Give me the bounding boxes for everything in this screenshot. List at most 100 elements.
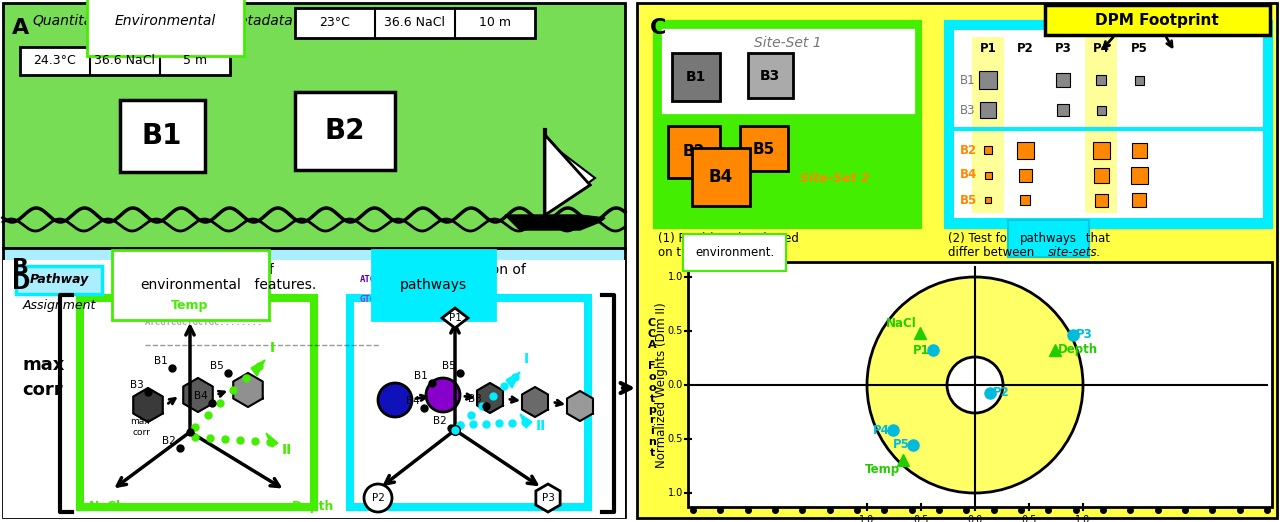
Polygon shape	[183, 378, 212, 412]
Text: Metadata: Metadata	[228, 14, 293, 28]
Text: ATGCTCTGCCGCGC........: ATGCTCTGCCGCGC........	[145, 298, 264, 307]
Text: 0.5: 0.5	[668, 434, 684, 444]
Text: Normalized Weights (Dim II): Normalized Weights (Dim II)	[655, 302, 668, 468]
Text: Pathway: Pathway	[29, 274, 88, 287]
FancyBboxPatch shape	[3, 248, 625, 517]
Text: environment.: environment.	[695, 246, 774, 259]
FancyBboxPatch shape	[3, 260, 625, 518]
Text: B5: B5	[443, 361, 456, 371]
Text: B1: B1	[142, 122, 182, 150]
Text: P1: P1	[448, 313, 461, 323]
Circle shape	[378, 383, 412, 417]
Text: ATCGTTTTTGGG......: ATCGTTTTTGGG......	[145, 278, 242, 287]
Text: Environmental: Environmental	[115, 14, 216, 28]
FancyBboxPatch shape	[946, 22, 1271, 227]
FancyBboxPatch shape	[84, 302, 310, 503]
FancyBboxPatch shape	[294, 8, 535, 38]
Text: A: A	[12, 18, 29, 38]
FancyBboxPatch shape	[78, 296, 316, 509]
Text: P4: P4	[873, 423, 890, 436]
Polygon shape	[233, 373, 262, 407]
Polygon shape	[567, 391, 593, 421]
Text: NaCl: NaCl	[886, 317, 916, 330]
Text: P5: P5	[1130, 42, 1147, 54]
Text: max: max	[22, 356, 64, 374]
FancyBboxPatch shape	[1056, 73, 1070, 87]
Text: B3: B3	[960, 103, 975, 116]
Text: B5: B5	[960, 194, 977, 207]
Text: B4: B4	[406, 396, 420, 406]
FancyBboxPatch shape	[660, 27, 916, 115]
Text: features.: features.	[250, 278, 316, 292]
Text: max
corr: max corr	[131, 417, 150, 437]
Text: P4: P4	[1093, 42, 1110, 54]
Text: C
C
A
 
F
o
o
t
p
r
i
n
t: C C A F o o t p r i n t	[648, 318, 657, 458]
Circle shape	[426, 378, 460, 412]
Text: 24.3°C: 24.3°C	[33, 54, 77, 67]
Text: Assignment: Assignment	[22, 299, 96, 312]
Polygon shape	[477, 383, 503, 413]
Text: B3: B3	[468, 394, 483, 404]
Text: GTGTCATTATCTCT.......: GTGTCATTATCTCT.......	[360, 295, 472, 304]
FancyBboxPatch shape	[1132, 167, 1148, 184]
FancyBboxPatch shape	[1132, 193, 1146, 207]
Text: corr: corr	[22, 381, 63, 399]
Circle shape	[364, 484, 392, 512]
Text: NaCl: NaCl	[88, 500, 122, 513]
Text: B4: B4	[709, 168, 733, 186]
Text: II: II	[536, 419, 547, 433]
FancyBboxPatch shape	[1018, 142, 1034, 159]
Polygon shape	[506, 372, 520, 388]
Text: 10 m: 10 m	[479, 17, 511, 30]
FancyBboxPatch shape	[1044, 5, 1270, 35]
Text: 36.6 NaCl: 36.6 NaCl	[95, 54, 155, 67]
Text: on the: on the	[658, 246, 700, 259]
Text: Temp: Temp	[172, 299, 209, 312]
FancyBboxPatch shape	[1097, 106, 1106, 115]
FancyBboxPatch shape	[660, 118, 916, 223]
Text: P5: P5	[893, 438, 910, 452]
Text: B2: B2	[163, 436, 177, 446]
Text: DPM Footprint: DPM Footprint	[1096, 13, 1219, 28]
Text: ATGCTCTCTCTC.........: ATGCTCTCTCTC.........	[360, 275, 472, 284]
Text: that: that	[1082, 232, 1110, 245]
Text: B1: B1	[686, 70, 707, 84]
FancyBboxPatch shape	[1135, 76, 1144, 85]
FancyBboxPatch shape	[972, 37, 1004, 213]
FancyBboxPatch shape	[655, 22, 920, 227]
FancyBboxPatch shape	[637, 3, 1277, 518]
Text: P2: P2	[371, 493, 384, 503]
FancyBboxPatch shape	[668, 126, 719, 178]
Text: Quantitative: Quantitative	[32, 14, 118, 28]
FancyBboxPatch shape	[1020, 195, 1030, 205]
Text: P1: P1	[913, 343, 931, 357]
FancyBboxPatch shape	[355, 302, 584, 503]
Text: 36.6 NaCl: 36.6 NaCl	[384, 17, 445, 30]
Text: 23°C: 23°C	[320, 17, 351, 30]
FancyBboxPatch shape	[294, 92, 396, 170]
FancyBboxPatch shape	[954, 30, 1263, 218]
Polygon shape	[545, 135, 590, 215]
Text: (2) Test for: (2) Test for	[948, 232, 1015, 245]
Text: Depth: Depth	[292, 500, 334, 513]
Text: 1.0: 1.0	[1075, 515, 1091, 522]
FancyBboxPatch shape	[954, 127, 1263, 131]
Text: 1.0: 1.0	[859, 515, 874, 522]
FancyBboxPatch shape	[3, 3, 625, 248]
Text: I: I	[270, 341, 275, 355]
Text: D: D	[12, 273, 31, 293]
Circle shape	[867, 277, 1083, 493]
FancyBboxPatch shape	[348, 296, 590, 509]
Text: site-sets.: site-sets.	[1048, 246, 1101, 259]
FancyBboxPatch shape	[984, 146, 992, 154]
Text: Site-Set 1: Site-Set 1	[754, 36, 822, 50]
FancyBboxPatch shape	[1094, 194, 1108, 207]
Polygon shape	[251, 360, 265, 376]
Text: B4: B4	[960, 169, 977, 182]
FancyBboxPatch shape	[1085, 37, 1117, 213]
Polygon shape	[442, 308, 468, 328]
Circle shape	[947, 357, 1004, 413]
Text: Depth: Depth	[1059, 343, 1098, 357]
Text: C: C	[650, 18, 667, 38]
FancyBboxPatch shape	[692, 148, 750, 206]
